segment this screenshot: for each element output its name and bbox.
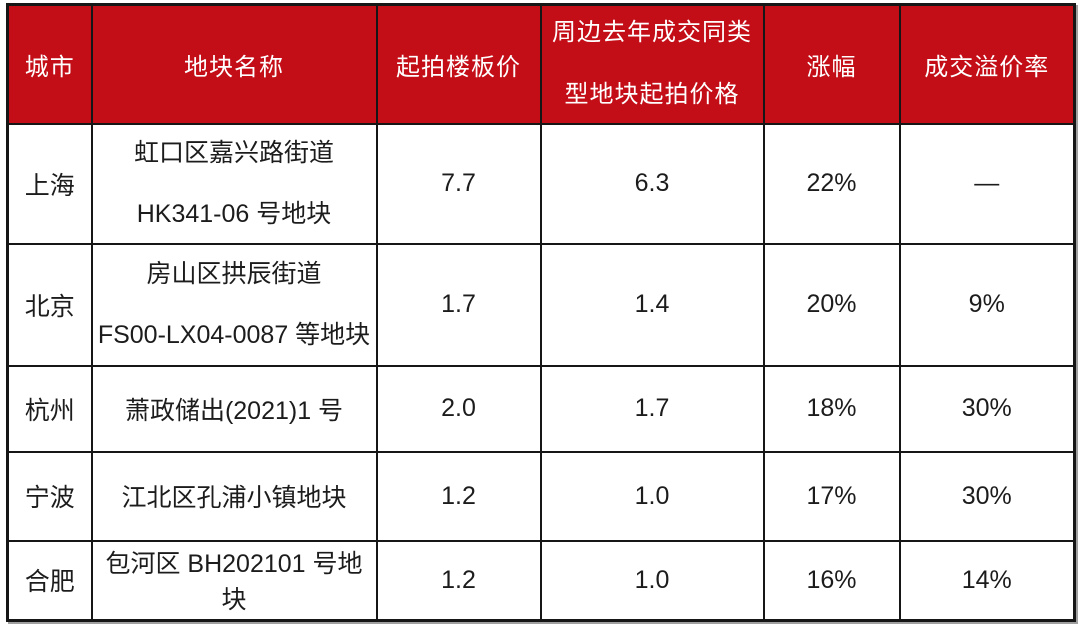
cell-increase: 20% xyxy=(762,242,901,367)
cell-nearby-last-year-price: 6.3 xyxy=(539,122,765,245)
cell-starting-floor-price: 1.2 xyxy=(375,539,542,622)
land-auction-table: 城市 地块名称 起拍楼板价 周边去年成交同类 型地块起拍价格 涨幅 成交溢价率 … xyxy=(6,3,1076,622)
cell-increase: 17% xyxy=(762,450,901,542)
cell-starting-floor-price: 2.0 xyxy=(375,364,542,453)
cell-premium-rate: 14% xyxy=(898,539,1076,622)
cell-city: 合肥 xyxy=(6,539,93,622)
cell-nearby-last-year-price: 1.0 xyxy=(539,450,765,542)
cell-parcel-name: 虹口区嘉兴路街道 HK341-06 号地块 xyxy=(90,122,378,245)
header-starting-floor-price: 起拍楼板价 xyxy=(375,3,542,125)
table-row-hangzhou: 杭州 萧政储出(2021)1 号 2.0 1.7 18% 30% xyxy=(6,364,1076,453)
cell-parcel-name: 萧政储出(2021)1 号 xyxy=(90,364,378,453)
cell-parcel-name: 江北区孔浦小镇地块 xyxy=(90,450,378,542)
cell-premium-rate: 30% xyxy=(898,364,1076,453)
cell-nearby-last-year-price: 1.4 xyxy=(539,242,765,367)
parcel-line: HK341-06 号地块 xyxy=(136,200,332,228)
cell-city: 北京 xyxy=(6,242,93,367)
land-auction-table-wrap: 城市 地块名称 起拍楼板价 周边去年成交同类 型地块起拍价格 涨幅 成交溢价率 … xyxy=(6,3,1076,622)
cell-city: 宁波 xyxy=(6,450,93,542)
cell-parcel-name: 包河区 BH202101 号地块 xyxy=(90,539,378,622)
cell-increase: 16% xyxy=(762,539,901,622)
cell-starting-floor-price: 7.7 xyxy=(375,122,542,245)
cell-starting-floor-price: 1.7 xyxy=(375,242,542,367)
cell-nearby-last-year-price: 1.7 xyxy=(539,364,765,453)
cell-parcel-name: 房山区拱辰街道 FS00-LX04-0087 等地块 xyxy=(90,242,378,367)
parcel-line: FS00-LX04-0087 等地块 xyxy=(97,321,371,349)
header-increase: 涨幅 xyxy=(762,3,901,125)
header-premium-rate: 成交溢价率 xyxy=(898,3,1076,125)
parcel-line: 虹口区嘉兴路街道 xyxy=(133,139,334,167)
parcel-line: 房山区拱辰街道 xyxy=(146,260,322,288)
cell-nearby-last-year-price: 1.0 xyxy=(539,539,765,622)
cell-city: 上海 xyxy=(6,122,93,245)
table-row-hefei: 合肥 包河区 BH202101 号地块 1.2 1.0 16% 14% xyxy=(6,539,1076,622)
header-row: 城市 地块名称 起拍楼板价 周边去年成交同类 型地块起拍价格 涨幅 成交溢价率 xyxy=(6,3,1076,125)
table-row-ningbo: 宁波 江北区孔浦小镇地块 1.2 1.0 17% 30% xyxy=(6,450,1076,542)
cell-premium-rate: 9% xyxy=(898,242,1076,367)
cell-starting-floor-price: 1.2 xyxy=(375,450,542,542)
cell-premium-rate: 30% xyxy=(898,450,1076,542)
header-parcel-name: 地块名称 xyxy=(90,3,378,125)
cell-increase: 22% xyxy=(762,122,901,245)
table-row-beijing: 北京 房山区拱辰街道 FS00-LX04-0087 等地块 1.7 1.4 20… xyxy=(6,242,1076,367)
header-nearby-line1: 周边去年成交同类 xyxy=(552,18,752,46)
cell-city: 杭州 xyxy=(6,364,93,453)
header-nearby-last-year-price: 周边去年成交同类 型地块起拍价格 xyxy=(539,3,765,125)
header-nearby-line2: 型地块起拍价格 xyxy=(564,80,740,108)
table-row-shanghai: 上海 虹口区嘉兴路街道 HK341-06 号地块 7.7 6.3 22% — xyxy=(6,122,1076,245)
cell-increase: 18% xyxy=(762,364,901,453)
cell-premium-rate: — xyxy=(898,122,1076,245)
header-city: 城市 xyxy=(6,3,93,125)
